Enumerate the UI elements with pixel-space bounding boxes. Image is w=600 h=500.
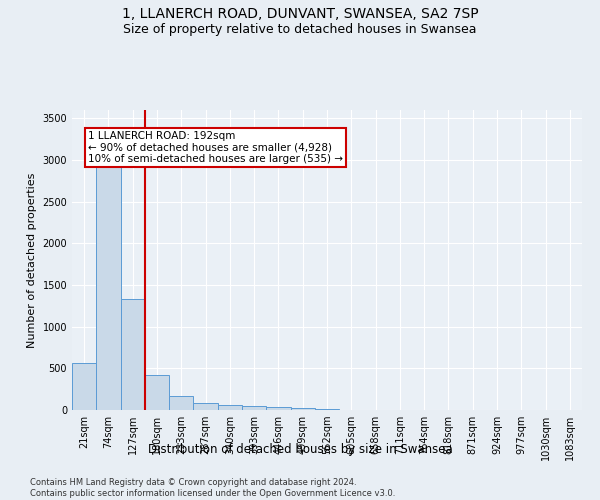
Bar xyxy=(96,166,121,410)
Text: 1, LLANERCH ROAD, DUNVANT, SWANSEA, SA2 7SP: 1, LLANERCH ROAD, DUNVANT, SWANSEA, SA2 … xyxy=(122,8,478,22)
Text: Distribution of detached houses by size in Swansea: Distribution of detached houses by size … xyxy=(148,442,452,456)
Bar xyxy=(145,375,169,410)
Bar xyxy=(193,404,218,410)
Bar xyxy=(169,396,193,410)
Text: Size of property relative to detached houses in Swansea: Size of property relative to detached ho… xyxy=(123,22,477,36)
Bar xyxy=(72,362,96,410)
Bar xyxy=(266,406,290,410)
Bar xyxy=(315,409,339,410)
Bar xyxy=(242,406,266,410)
Text: Contains HM Land Registry data © Crown copyright and database right 2024.
Contai: Contains HM Land Registry data © Crown c… xyxy=(30,478,395,498)
Bar xyxy=(121,299,145,410)
Bar xyxy=(218,406,242,410)
Bar xyxy=(290,408,315,410)
Text: 1 LLANERCH ROAD: 192sqm
← 90% of detached houses are smaller (4,928)
10% of semi: 1 LLANERCH ROAD: 192sqm ← 90% of detache… xyxy=(88,131,343,164)
Y-axis label: Number of detached properties: Number of detached properties xyxy=(27,172,37,348)
